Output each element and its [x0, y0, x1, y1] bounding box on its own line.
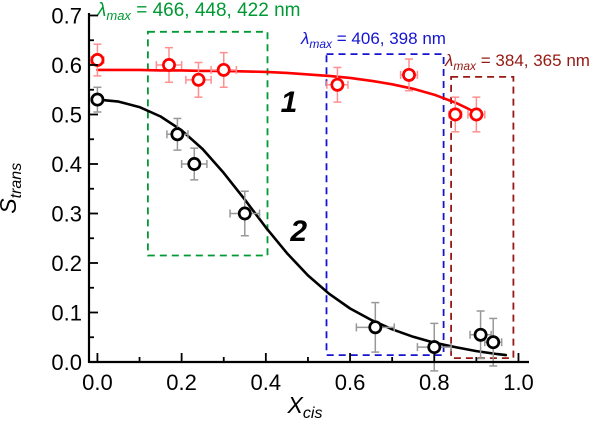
y-tick-label: 0.5: [51, 103, 82, 128]
data-point: [330, 77, 345, 92]
data-point: [90, 53, 105, 67]
y-tick-label: 0.2: [51, 251, 82, 276]
lambda-symbol: λ: [300, 29, 309, 48]
green-lambda-annotation: λmax = 466, 448, 422 nm: [96, 0, 300, 23]
data-point: [427, 340, 442, 355]
series-2-fit-curve: [96, 98, 508, 357]
series-1-markers: [90, 53, 484, 122]
data-point: [448, 107, 463, 122]
series-1-fit-curve: [96, 68, 482, 117]
annotation-value: = 406, 398 nm: [332, 29, 446, 48]
data-point: [216, 62, 231, 77]
x-axis-title: Xcis: [287, 392, 323, 422]
x-tick-label: 0.2: [166, 370, 197, 395]
blue-lambda-annotation: λmax = 406, 398 nm: [300, 29, 446, 51]
x-tick-label: 0.6: [335, 370, 366, 395]
x-tick-label: 1.0: [503, 370, 534, 395]
series-1-label: 1: [281, 86, 298, 119]
y-tick-label: 0.6: [51, 53, 82, 78]
annotation-value: = 466, 448, 422 nm: [131, 0, 301, 21]
y-tick-label: 0.1: [51, 301, 82, 326]
ticks: [89, 14, 520, 363]
x-axis-title-sub: cis: [303, 405, 323, 422]
x-tick-label: 0.8: [419, 370, 450, 395]
x-tick-label: 0.4: [251, 370, 282, 395]
data-point: [170, 127, 185, 142]
y-tick-label: 0.4: [51, 152, 82, 177]
data-point: [486, 335, 501, 350]
data-point: [469, 107, 484, 122]
green-lambda-region-box: [146, 30, 269, 257]
x-tick-label: 0.0: [82, 370, 113, 395]
y-axis-title-sub: trans: [8, 163, 25, 199]
lambda-subscript: max: [309, 37, 333, 51]
y-tick-label: 0.0: [51, 350, 82, 375]
darkred-lambda-annotation: λmax = 384, 365 nm: [444, 51, 590, 73]
data-point: [473, 327, 488, 342]
annotation-value: = 384, 365 nm: [476, 51, 590, 70]
lambda-subscript: max: [106, 8, 131, 23]
x-axis-title-main: X: [287, 392, 305, 418]
y-tick-label: 0.7: [51, 4, 82, 29]
lambda-symbol: λ: [96, 0, 106, 21]
data-point: [237, 206, 252, 221]
y-tick-label: 0.3: [51, 202, 82, 227]
data-point: [187, 157, 202, 171]
data-point: [368, 320, 383, 335]
series-2-label: 2: [289, 215, 307, 248]
data-point: [90, 92, 105, 107]
lambda-subscript: max: [453, 59, 477, 73]
data-point: [162, 58, 176, 72]
data-point: [191, 72, 206, 87]
blue-lambda-region-box: [325, 53, 445, 356]
y-axis-title-main: S: [0, 198, 21, 214]
series-2-markers: [90, 92, 501, 355]
lambda-symbol: λ: [444, 51, 453, 70]
data-point: [402, 67, 416, 82]
y-axis-title: Strans: [0, 163, 25, 214]
